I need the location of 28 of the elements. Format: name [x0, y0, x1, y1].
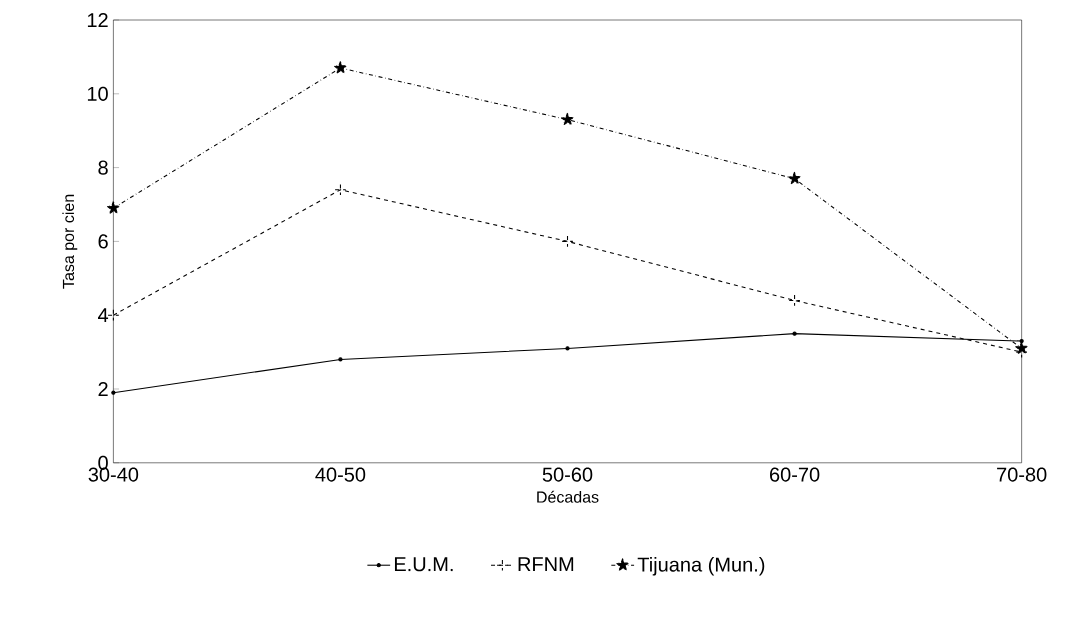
y-tick-label: 8: [98, 160, 108, 175]
point: [1014, 341, 1029, 355]
point: [111, 390, 116, 396]
y-tick-label: 12: [87, 13, 108, 28]
legend-label: Tijuana (Mun.): [637, 557, 765, 576]
x-tick-label: 70-80: [997, 467, 1047, 482]
y-tick-label: 6: [98, 234, 108, 249]
point: [561, 235, 574, 248]
y-tick-label: 4: [98, 308, 109, 323]
legend-label: E.U.M.: [394, 557, 453, 572]
point: [106, 201, 121, 215]
y-axis-title: Tasa por cien: [62, 195, 78, 289]
point: [792, 331, 797, 337]
point: [787, 171, 802, 185]
point: [333, 61, 348, 75]
point: [560, 112, 575, 126]
x-tick-label: 60-70: [770, 467, 820, 482]
point: [338, 357, 343, 362]
point: [334, 184, 347, 196]
legend-label: RFNM: [518, 557, 574, 572]
x-axis-title: Décadas: [537, 491, 599, 503]
point: [565, 346, 570, 351]
point: [107, 309, 120, 322]
y-tick-label: 2: [98, 382, 108, 397]
point: [788, 294, 801, 307]
y-tick-label: 10: [87, 86, 108, 102]
x-tick-label: 50-60: [542, 467, 593, 482]
x-tick-label: 40-50: [315, 467, 366, 482]
